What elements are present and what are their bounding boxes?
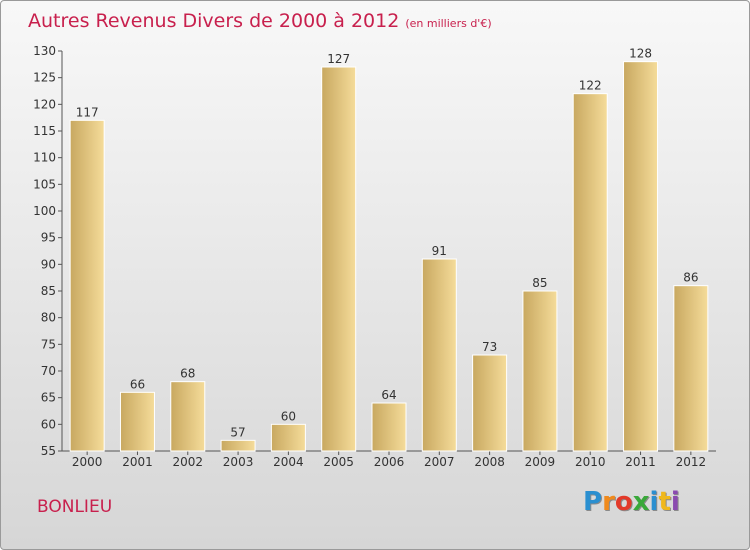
data-label: 64 — [381, 388, 396, 402]
bar — [170, 381, 206, 452]
y-tick-label: 130 — [33, 44, 56, 58]
y-tick-label: 80 — [41, 311, 56, 325]
y-tick-label: 75 — [41, 337, 56, 351]
bar — [572, 93, 608, 452]
data-label: 68 — [180, 367, 195, 381]
x-tick-label: 2002 — [172, 455, 203, 469]
y-tick-label: 110 — [33, 151, 56, 165]
data-label: 86 — [683, 271, 698, 285]
data-label: 73 — [482, 340, 497, 354]
logo-letter: i — [649, 487, 659, 517]
bar — [472, 354, 508, 452]
logo-letter: i — [670, 487, 680, 517]
y-tick-label: 90 — [41, 257, 56, 271]
place-name: BONLIEU — [37, 497, 113, 517]
bar — [673, 285, 709, 452]
bar — [321, 66, 357, 452]
x-tick-label: 2001 — [122, 455, 153, 469]
value-labels: 117 66 68 57 60 127 64 91 73 85 122 128 86 — [76, 47, 699, 440]
data-label: 66 — [130, 377, 145, 391]
proxiti-logo[interactable]: Proxiti — [583, 487, 680, 517]
y-tick-label: 95 — [41, 231, 56, 245]
x-tick-label: 2010 — [575, 455, 606, 469]
y-tick-label: 55 — [41, 444, 56, 458]
bar — [421, 258, 457, 452]
y-tick-label: 85 — [41, 284, 56, 298]
y-tick-label: 70 — [41, 364, 56, 378]
x-tick-label: 2007 — [424, 455, 455, 469]
y-tick-label: 60 — [41, 417, 56, 431]
x-tick-label: 2011 — [625, 455, 656, 469]
logo-letter: x — [632, 487, 650, 517]
logo-letter: P — [583, 487, 603, 517]
data-label: 122 — [579, 79, 602, 93]
data-label: 60 — [281, 409, 296, 423]
x-tick-label: 2012 — [676, 455, 707, 469]
y-tick-label: 125 — [33, 71, 56, 85]
data-label: 91 — [432, 244, 447, 258]
y-tick-label: 115 — [33, 124, 56, 138]
data-label: 117 — [76, 105, 99, 119]
x-tick-label: 2006 — [374, 455, 405, 469]
data-label: 57 — [230, 425, 245, 439]
logo-letter: r — [602, 487, 615, 517]
bar — [371, 402, 407, 452]
data-label: 85 — [532, 276, 547, 290]
data-label: 127 — [327, 52, 350, 66]
x-tick-label: 2003 — [223, 455, 254, 469]
data-label: 128 — [629, 47, 652, 61]
y-tick-label: 65 — [41, 391, 56, 405]
bars — [69, 61, 709, 452]
y-tick-label: 120 — [33, 97, 56, 111]
bar — [522, 290, 558, 452]
y-tick-label: 100 — [33, 204, 56, 218]
x-tick-label: 2004 — [273, 455, 304, 469]
bar — [220, 439, 256, 452]
axes: 55 60 65 70 75 80 85 90 95 100 105 110 115 120 125 130 2… — [33, 44, 716, 469]
logo-letter: o — [614, 487, 633, 517]
logo-letter: t — [658, 487, 671, 517]
x-tick-label: 2000 — [72, 455, 103, 469]
bar — [623, 61, 659, 452]
y-tick-label: 105 — [33, 177, 56, 191]
x-tick-label: 2009 — [525, 455, 556, 469]
title-unit: (en milliers d'€) — [405, 17, 492, 30]
bar — [270, 423, 306, 452]
x-tick-label: 2008 — [474, 455, 505, 469]
bar — [69, 119, 105, 452]
title-text: Autres Revenus Divers de 2000 à 2012 — [28, 10, 400, 32]
bar — [119, 391, 155, 452]
x-tick-label: 2005 — [323, 455, 354, 469]
chart-title: Autres Revenus Divers de 2000 à 2012 (en … — [28, 10, 492, 32]
